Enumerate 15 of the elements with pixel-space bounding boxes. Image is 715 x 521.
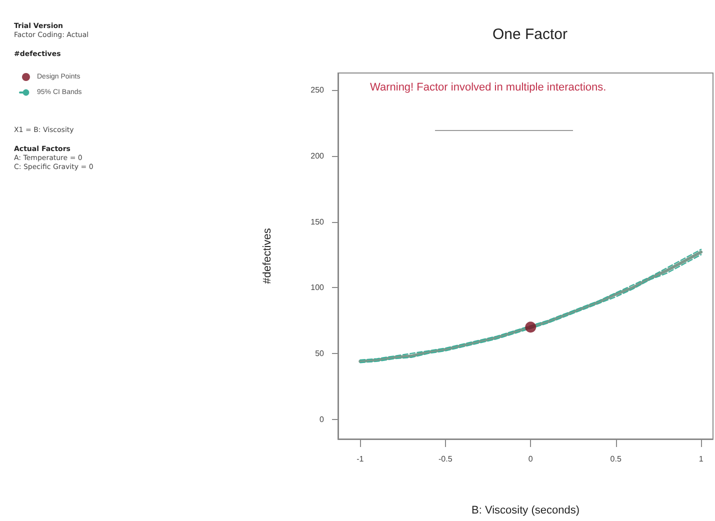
y-axis-title: #defectives xyxy=(262,228,274,284)
x-tick-label: 0.5 xyxy=(610,454,622,464)
y-tick-label: 200 xyxy=(310,151,325,160)
x-tick-label: -0.5 xyxy=(438,454,453,464)
x-axis-title: B: Viscosity (seconds) xyxy=(471,504,580,516)
y-tick-label: 100 xyxy=(310,283,325,292)
x-tick-label: -1 xyxy=(356,454,364,464)
y-tick-label: 250 xyxy=(310,86,325,95)
y-tick-label: 150 xyxy=(310,217,325,226)
annotation: Warning! Factor involved in multiple interactions. xyxy=(370,82,606,94)
x-tick-label: 0 xyxy=(528,454,534,464)
x-tick-label: 1 xyxy=(698,454,704,464)
y-tick-label: 0 xyxy=(320,414,325,424)
y-tick-label: 50 xyxy=(315,348,325,358)
chart-title: One Factor xyxy=(492,26,568,43)
